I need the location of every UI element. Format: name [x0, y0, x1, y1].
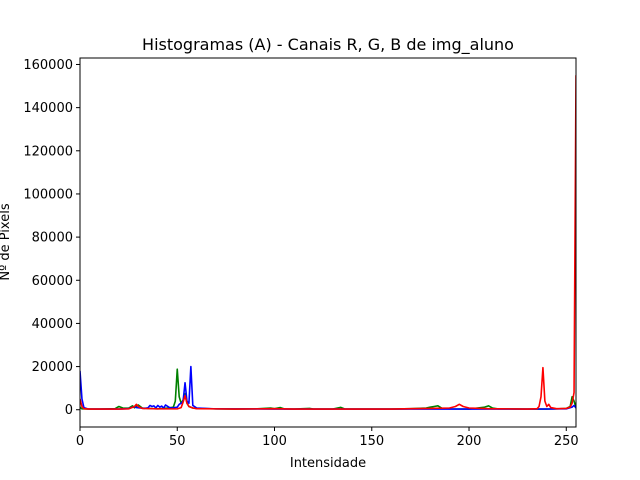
plot-frame	[79, 57, 577, 428]
y-tick-label: 160000	[23, 58, 73, 73]
x-tick-label: 250	[554, 434, 579, 449]
x-tick-label: 200	[457, 434, 482, 449]
x-tick-label: 150	[359, 434, 384, 449]
y-tick-label: 20000	[32, 360, 73, 375]
y-tick-label: 80000	[32, 231, 73, 246]
chart-title: Histogramas (A) - Canais R, G, B de img_…	[142, 35, 514, 55]
x-axis-label: Intensidade	[290, 456, 366, 471]
x-tick-label: 0	[76, 434, 84, 449]
y-tick-label: 60000	[32, 274, 73, 289]
y-tick-label: 100000	[23, 187, 73, 202]
series-line-2	[80, 75, 576, 410]
y-tick-label: 0	[65, 403, 73, 418]
y-tick-label: 120000	[23, 144, 73, 159]
x-tick-label: 50	[169, 434, 186, 449]
y-tick-label: 40000	[32, 317, 73, 332]
series-layer	[80, 75, 576, 410]
y-tick-label: 140000	[23, 101, 73, 116]
y-axis-ticks: 0 20000 40000 60000 80000 100000 120000 140000 1…	[23, 58, 80, 418]
x-axis-ticks: 0 50 100 150 200 250	[76, 427, 579, 449]
x-tick-label: 100	[262, 434, 287, 449]
y-axis-label: Nº de Pixels	[0, 203, 13, 280]
